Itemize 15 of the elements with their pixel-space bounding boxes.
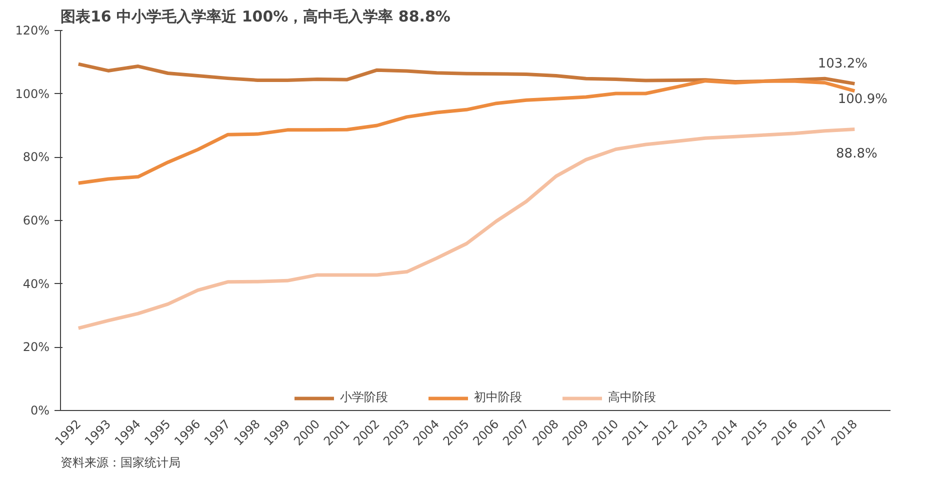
- y-tick-label: 20%: [22, 340, 50, 354]
- annotation: 88.8%: [836, 146, 878, 162]
- y-tick-label: 60%: [22, 214, 50, 228]
- y-tick-label: 40%: [22, 276, 50, 291]
- y-tick-label: 120%: [15, 24, 50, 38]
- annotation: 100.9%: [838, 92, 888, 107]
- y-tick-label: 0%: [30, 404, 50, 418]
- text: 资料来源：国家统计局: [60, 456, 180, 470]
- annotation: 103.2%: [818, 56, 868, 72]
- legend-label: 高中阶段: [608, 389, 656, 406]
- y-tick-label: 100%: [15, 86, 50, 101]
- legend-label: 小学阶段: [340, 389, 388, 406]
- legend-label: 初中阶段: [474, 389, 522, 406]
- y-tick-label: 80%: [22, 150, 50, 164]
- chart-title: 图表16 中小学毛入学率近 100%，高中毛入学率 88.8%: [60, 8, 450, 26]
